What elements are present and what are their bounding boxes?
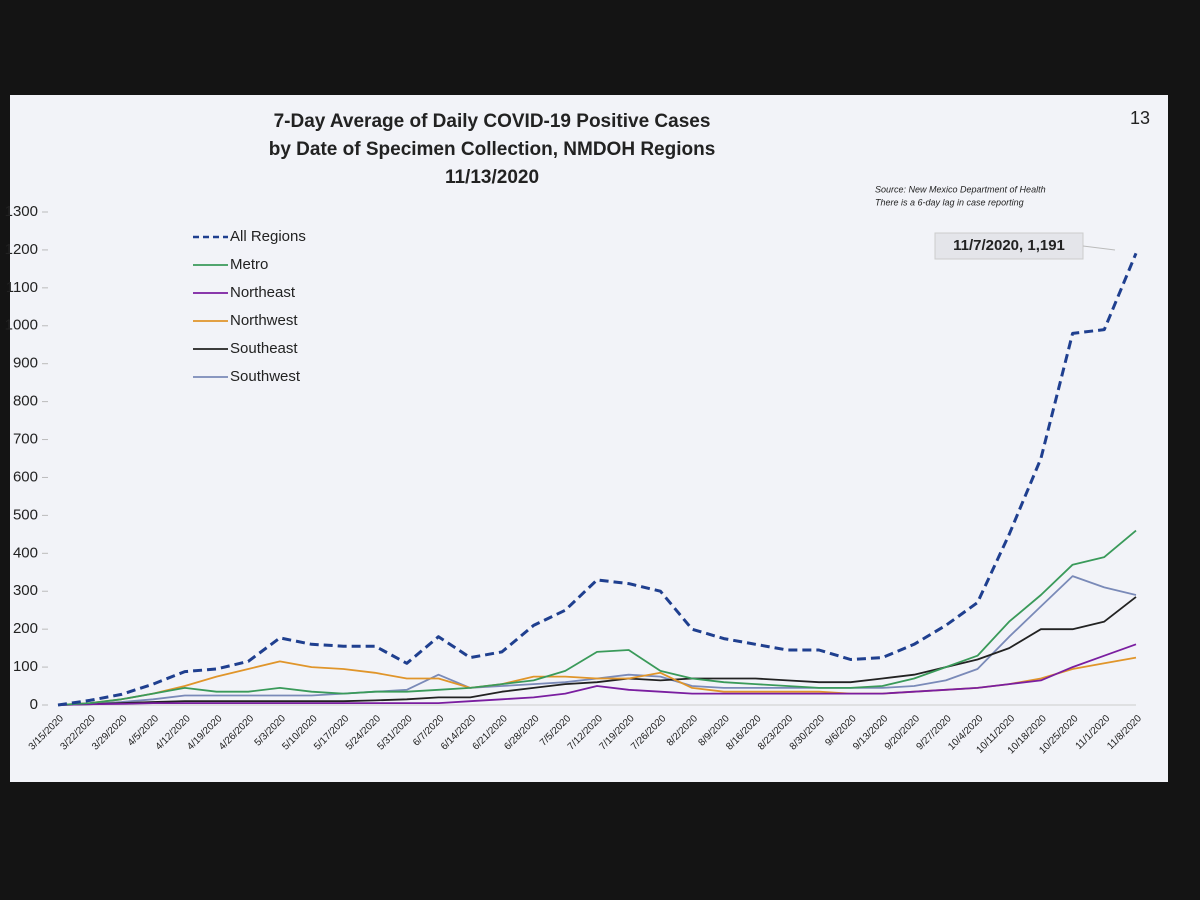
y-tick-label: 1200 (5, 241, 38, 258)
y-tick-label: 1100 (6, 279, 38, 296)
annotation-box (934, 232, 1084, 260)
legend-label: Southwest (230, 368, 301, 385)
page-number: 13 (1130, 108, 1150, 128)
y-tick-label: 800 (13, 393, 38, 410)
y-tick-label: 900 (13, 355, 38, 372)
legend-label: Northeast (230, 284, 296, 301)
y-tick-label: 1300 (5, 203, 38, 220)
legend-label: Northwest (230, 312, 298, 329)
legend-label: Metro (230, 256, 268, 273)
chart-date: 11/13/2020 (445, 167, 539, 188)
source: Source: New Mexico Department of Health (875, 184, 1046, 194)
note: There is a 6-day lag in case reporting (875, 197, 1024, 207)
y-tick-label: 700 (13, 431, 38, 448)
y-tick-label: 200 (13, 620, 38, 637)
slide (10, 95, 1168, 782)
y-tick-label: 1000 (5, 317, 38, 334)
series-line (57, 643, 1137, 706)
y-tick-label: 400 (13, 544, 38, 561)
series-line (57, 252, 1138, 707)
series-line (57, 596, 1137, 706)
legend-label: Southeast (230, 340, 298, 357)
y-tick-label: 600 (13, 468, 38, 485)
chart-title: 7-Day Average of Daily COVID-19 Positive… (274, 111, 711, 132)
y-tick-label: 0 (30, 696, 38, 713)
annotation: 11/7/2020, 1,191 (953, 237, 1065, 254)
series-line (57, 529, 1137, 706)
y-tick-label: 300 (13, 582, 38, 599)
annotation-leader (1082, 245, 1116, 251)
chart-subtitle: by Date of Specimen Collection, NMDOH Re… (269, 139, 716, 160)
y-tick-label: 100 (13, 658, 38, 675)
y-tick-label: 500 (13, 506, 38, 523)
legend-label: All Regions (230, 228, 306, 245)
